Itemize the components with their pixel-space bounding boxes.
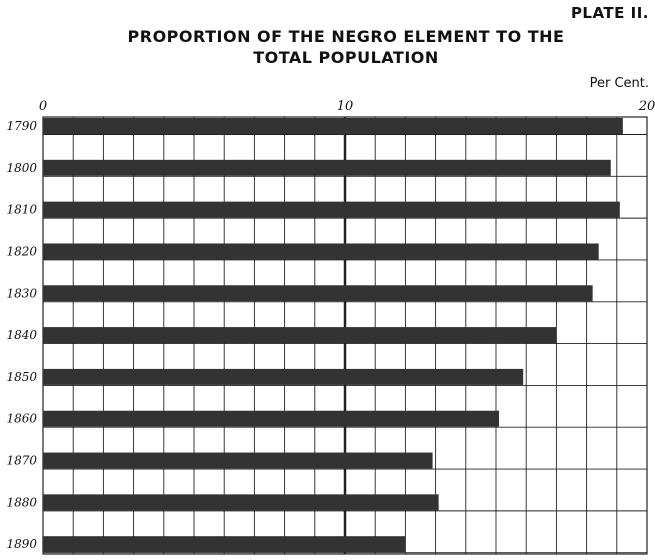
year-label: 1800 (6, 161, 37, 175)
x-axis-label: Per Cent. (589, 76, 649, 91)
year-label: 1820 (6, 244, 37, 258)
bar (43, 159, 611, 176)
bar (43, 327, 557, 344)
bar (43, 368, 524, 385)
year-label: 1880 (6, 495, 37, 509)
year-label: 1890 (6, 537, 37, 551)
year-label: 1840 (6, 328, 37, 342)
bar (43, 536, 406, 553)
chart-title: PROPORTION OF THE NEGRO ELEMENT TO THE T… (127, 27, 565, 67)
bar (43, 243, 599, 260)
x-tick-label: 10 (337, 99, 354, 114)
year-label: 1790 (6, 119, 37, 133)
bar (43, 285, 593, 302)
plate-label: PLATE II. (570, 4, 649, 22)
year-label: 1870 (6, 454, 37, 468)
year-label: 1810 (6, 203, 37, 217)
x-tick-label: 20 (638, 99, 655, 114)
year-label: 1850 (6, 370, 37, 384)
year-label: 1830 (6, 286, 37, 300)
bar (43, 452, 433, 469)
bar (43, 201, 620, 218)
year-label: 1860 (6, 412, 37, 426)
bar (43, 410, 500, 427)
bar (43, 118, 623, 134)
x-tick-label: 0 (39, 99, 47, 114)
bar (43, 494, 439, 511)
